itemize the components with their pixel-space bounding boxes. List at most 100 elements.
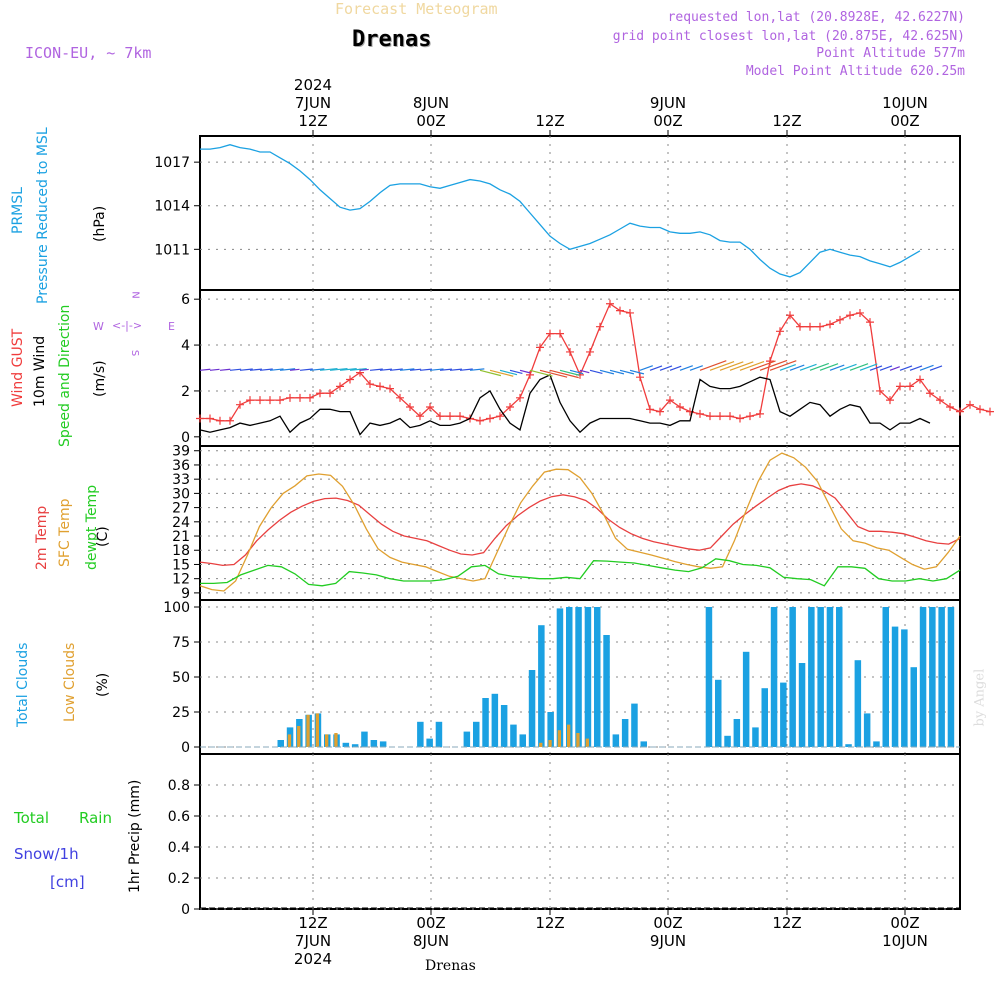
wind-tick-label-2: 4 <box>181 338 190 354</box>
wind-arrow-24 <box>439 368 452 371</box>
wind-arrow-4 <box>239 368 253 371</box>
total-cloud-bar-80 <box>947 607 955 747</box>
total-cloud-bar-36 <box>538 625 545 747</box>
total-cloud-bar-66 <box>817 607 824 747</box>
wind-arrow-57 <box>769 360 797 371</box>
total-cloud-bar-60 <box>761 688 768 747</box>
total-cloud-bar-41 <box>584 607 592 747</box>
wind-arrow-71 <box>909 365 923 371</box>
wind-arrow-35 <box>549 369 579 379</box>
total-cloud-bar-77 <box>919 607 927 747</box>
gust-marker-62 <box>816 322 824 331</box>
wind-arrow-7 <box>269 368 284 371</box>
panel-frame-0 <box>199 135 961 291</box>
bottom-tick-label-1-1: 8JUN <box>412 932 450 950</box>
gust-marker-30 <box>496 412 504 421</box>
grid-point-coords: grid point closest lon,lat (20.875E, 42.… <box>612 29 965 44</box>
gust-marker-21 <box>406 403 414 411</box>
gust-marker-4 <box>236 400 244 409</box>
bottom-tick-label-0-1: 7JUN <box>294 932 332 950</box>
gust-marker-61 <box>806 322 814 331</box>
top-tick-label-3-2: 00Z <box>653 112 683 130</box>
wind-arrow-68 <box>879 365 893 371</box>
wind-arrow-41 <box>609 369 625 375</box>
wind-arrow-2 <box>219 368 231 371</box>
point-altitude: Point Altitude 577m <box>816 46 965 61</box>
panel-frame-2 <box>199 445 961 601</box>
gust-marker-19 <box>386 384 394 393</box>
gust-marker-33 <box>526 370 534 379</box>
wind-tick-label-0: 0 <box>181 430 190 446</box>
gust-marker-17 <box>366 380 374 389</box>
precip-tick-label-0: 0 <box>181 902 190 918</box>
top-tick-label-5-2: 00Z <box>890 112 920 130</box>
wind-arrow-29 <box>489 369 514 377</box>
gust-marker-8 <box>276 396 284 405</box>
wind-arrow-56 <box>759 359 788 371</box>
wind-arrow-54 <box>739 360 765 371</box>
total-cloud-bar-64 <box>798 663 806 747</box>
bottom-tick-label-5-1: 10JUN <box>882 932 928 950</box>
total-cloud-bar-29 <box>473 721 480 747</box>
total-cloud-bar-71 <box>863 713 871 747</box>
wind-arrow-13 <box>329 367 348 371</box>
precip-tick-label-1: 0.2 <box>168 871 190 887</box>
total-cloud-bar-32 <box>500 705 508 747</box>
top-tick-label-0-0: 2024 <box>293 76 333 94</box>
bottom-tick-label-1-0: 00Z <box>416 914 446 932</box>
total-cloud-bar-35 <box>528 670 536 747</box>
bottom-tick-label-0-2: 2024 <box>293 950 333 968</box>
wind-arrow-9 <box>289 368 300 371</box>
temp-tick-label-7: 30 <box>172 486 190 502</box>
gust-marker-3 <box>226 416 234 425</box>
gust-marker-47 <box>666 396 674 405</box>
total-cloud-bar-57 <box>733 719 741 747</box>
wind-arrow-51 <box>709 360 735 371</box>
wind-arrow-19 <box>389 368 403 371</box>
top-tick-label-0-1: 7JUN <box>294 94 332 112</box>
wind-arrow-65 <box>849 363 869 371</box>
gust-marker-31 <box>506 403 514 411</box>
total-cloud-bar-78 <box>929 607 936 747</box>
gust-marker-77 <box>966 400 974 409</box>
temp-line-2 <box>200 558 961 587</box>
pressure-tick-label-1: 1014 <box>154 199 190 215</box>
bottom-tick-label-3-1: 9JUN <box>649 932 687 950</box>
wind-arrow-30 <box>499 369 518 376</box>
temp-tick-label-9: 36 <box>172 458 190 474</box>
wind-arrow-49 <box>689 365 703 371</box>
wind-arrow-37 <box>569 369 584 375</box>
gust-marker-2 <box>216 416 224 425</box>
wind-arrow-69 <box>889 366 900 371</box>
total-cloud-bar-16 <box>351 744 359 747</box>
gust-marker-34 <box>536 343 544 352</box>
wind-arrow-64 <box>839 363 857 371</box>
gust-marker-23 <box>426 403 434 411</box>
gust-marker-57 <box>766 357 774 366</box>
low-cloud-bar-39 <box>567 724 571 747</box>
low-cloud-bar-10 <box>297 726 301 747</box>
gust-marker-59 <box>786 311 794 320</box>
wind-arrow-46 <box>659 365 673 371</box>
gust-marker-66 <box>856 308 864 317</box>
total-cloud-bar-58 <box>742 651 750 747</box>
wind-arrow-8 <box>279 368 296 371</box>
wind-arrow-33 <box>529 369 553 377</box>
gust-marker-22 <box>416 412 424 421</box>
wind-arrow-26 <box>459 368 473 371</box>
low-cloud-bar-12 <box>315 713 319 747</box>
low-cloud-bar-14 <box>334 733 338 747</box>
total-cloud-bar-61 <box>770 607 778 747</box>
wind-arrow-39 <box>589 369 603 375</box>
temp-tick-label-8: 33 <box>172 472 190 488</box>
gust-marker-53 <box>726 412 734 421</box>
total-cloud-bar-69 <box>845 744 852 747</box>
total-cloud-bar-65 <box>808 607 815 747</box>
total-cloud-bar-68 <box>836 607 843 747</box>
gust-marker-10 <box>296 393 304 402</box>
compass-w: W <box>93 320 104 333</box>
total-cloud-bar-25 <box>435 721 443 747</box>
gust-marker-67 <box>866 318 874 327</box>
low-cloud-bar-38 <box>557 730 561 747</box>
low-cloud-bar-41 <box>585 738 589 747</box>
